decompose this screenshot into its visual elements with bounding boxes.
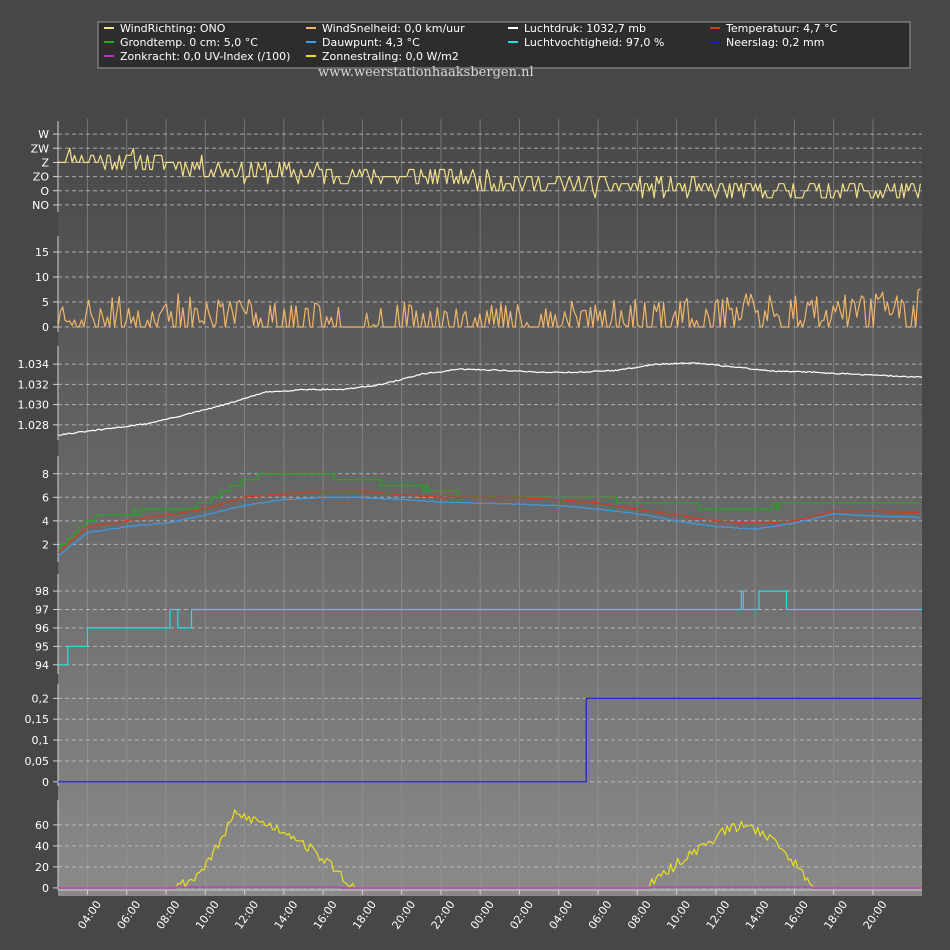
legend-label: WindRichting: ONO xyxy=(120,22,226,35)
legend-label: Dauwpunt: 4,3 °C xyxy=(322,36,420,49)
legend-label: Neerslag: 0,2 mm xyxy=(726,36,824,49)
legend-item-dewpoint: Dauwpunt: 4,3 °C xyxy=(306,36,420,49)
y-tick-label: 1.034 xyxy=(18,358,50,371)
series-wind-speed-line xyxy=(57,288,921,328)
y-tick-label: 0,2 xyxy=(32,692,50,705)
legend-item-solar: Zonnestraling: 0,0 W/m2 xyxy=(306,50,459,63)
y-tick-label: Z xyxy=(41,156,49,169)
legend-item-pressure: Luchtdruk: 1032,7 mb xyxy=(508,22,646,35)
panel-temps: 2 4 6 8 xyxy=(42,456,922,562)
series-rain-line xyxy=(58,697,922,783)
legend-label: Zonnestraling: 0,0 W/m2 xyxy=(322,50,459,63)
legend-label: WindSnelheid: 0,0 km/uur xyxy=(322,22,465,35)
series-humidity-line xyxy=(58,590,922,666)
series-uv-line xyxy=(58,886,922,889)
y-tick-label: 15 xyxy=(35,246,49,259)
y-tick-label: 0 xyxy=(42,776,49,789)
panel-wind-speed: 0 5 10 15 xyxy=(35,236,922,334)
y-tick-label: 20 xyxy=(35,861,49,874)
watermark: www.weerstationhaaksbergen.nl xyxy=(318,65,534,80)
y-tick-label: ZW xyxy=(31,142,50,155)
legend-label: Grondtemp. 0 cm: 5,0 °C xyxy=(120,36,258,49)
vertical-grid xyxy=(86,119,874,890)
y-tick-label: 94 xyxy=(35,659,49,672)
legend-box xyxy=(97,21,911,69)
legend-item-ground-temp: Grondtemp. 0 cm: 5,0 °C xyxy=(104,36,258,49)
y-tick-label: 40 xyxy=(35,840,49,853)
y-tick-label: 8 xyxy=(42,468,49,481)
y-tick-label: 98 xyxy=(35,585,49,598)
y-tick-label: 1.028 xyxy=(18,419,50,432)
y-tick-label: 1.030 xyxy=(18,399,50,412)
y-tick-label: ZO xyxy=(33,171,50,184)
legend-item-wind-dir: WindRichting: ONO xyxy=(104,22,226,35)
panel-rain: 0 0,05 0,1 0,15 0,2 xyxy=(25,684,922,789)
y-tick-label: W xyxy=(38,128,49,141)
y-tick-label: 4 xyxy=(42,515,49,528)
y-tick-label: 0,05 xyxy=(25,755,50,768)
series-pressure-line xyxy=(58,362,923,436)
legend: www.weerstationhaaksbergen.nl WindRichti… xyxy=(97,21,911,80)
legend-label: Luchtdruk: 1032,7 mb xyxy=(524,22,646,35)
panel-pressure: 1.028 1.030 1.032 1.034 xyxy=(18,346,923,440)
panel-humidity: 94 95 96 97 98 xyxy=(35,574,922,674)
y-tick-label: 6 xyxy=(42,491,49,504)
y-tick-label: 96 xyxy=(35,622,49,635)
y-tick-label: 5 xyxy=(42,296,49,309)
legend-item-rain: Neerslag: 0,2 mm xyxy=(710,36,824,49)
y-tick-label: 0 xyxy=(42,321,49,334)
y-tick-label: O xyxy=(40,185,49,198)
series-wind-dir-line xyxy=(58,147,921,199)
y-tick-label: 0,1 xyxy=(32,734,50,747)
legend-label: Temperatuur: 4,7 °C xyxy=(725,22,838,35)
y-tick-label: 1.032 xyxy=(18,378,50,391)
y-tick-label: 95 xyxy=(35,640,49,653)
plot-area xyxy=(58,118,922,896)
y-tick-label: NO xyxy=(32,199,49,212)
y-tick-label: 2 xyxy=(42,538,49,551)
y-tick-label: 0,15 xyxy=(25,713,50,726)
legend-label: Zonkracht: 0,0 UV-Index (/100) xyxy=(120,50,290,63)
legend-item-temperature: Temperatuur: 4,7 °C xyxy=(710,22,838,35)
panel-solar: 0 20 40 60 xyxy=(35,800,922,895)
series-dewpoint-line xyxy=(57,496,921,557)
y-tick-label: 10 xyxy=(35,271,49,284)
legend-item-humidity: Luchtvochtigheid: 97,0 % xyxy=(508,36,664,49)
y-tick-label: 60 xyxy=(35,819,49,832)
legend-item-uv: Zonkracht: 0,0 UV-Index (/100) xyxy=(104,50,290,63)
series-temperature-line xyxy=(57,490,921,554)
legend-item-wind-speed: WindSnelheid: 0,0 km/uur xyxy=(306,22,465,35)
y-tick-label: 97 xyxy=(35,603,49,616)
y-tick-label: 0 xyxy=(42,882,49,895)
legend-label: Luchtvochtigheid: 97,0 % xyxy=(524,36,664,49)
